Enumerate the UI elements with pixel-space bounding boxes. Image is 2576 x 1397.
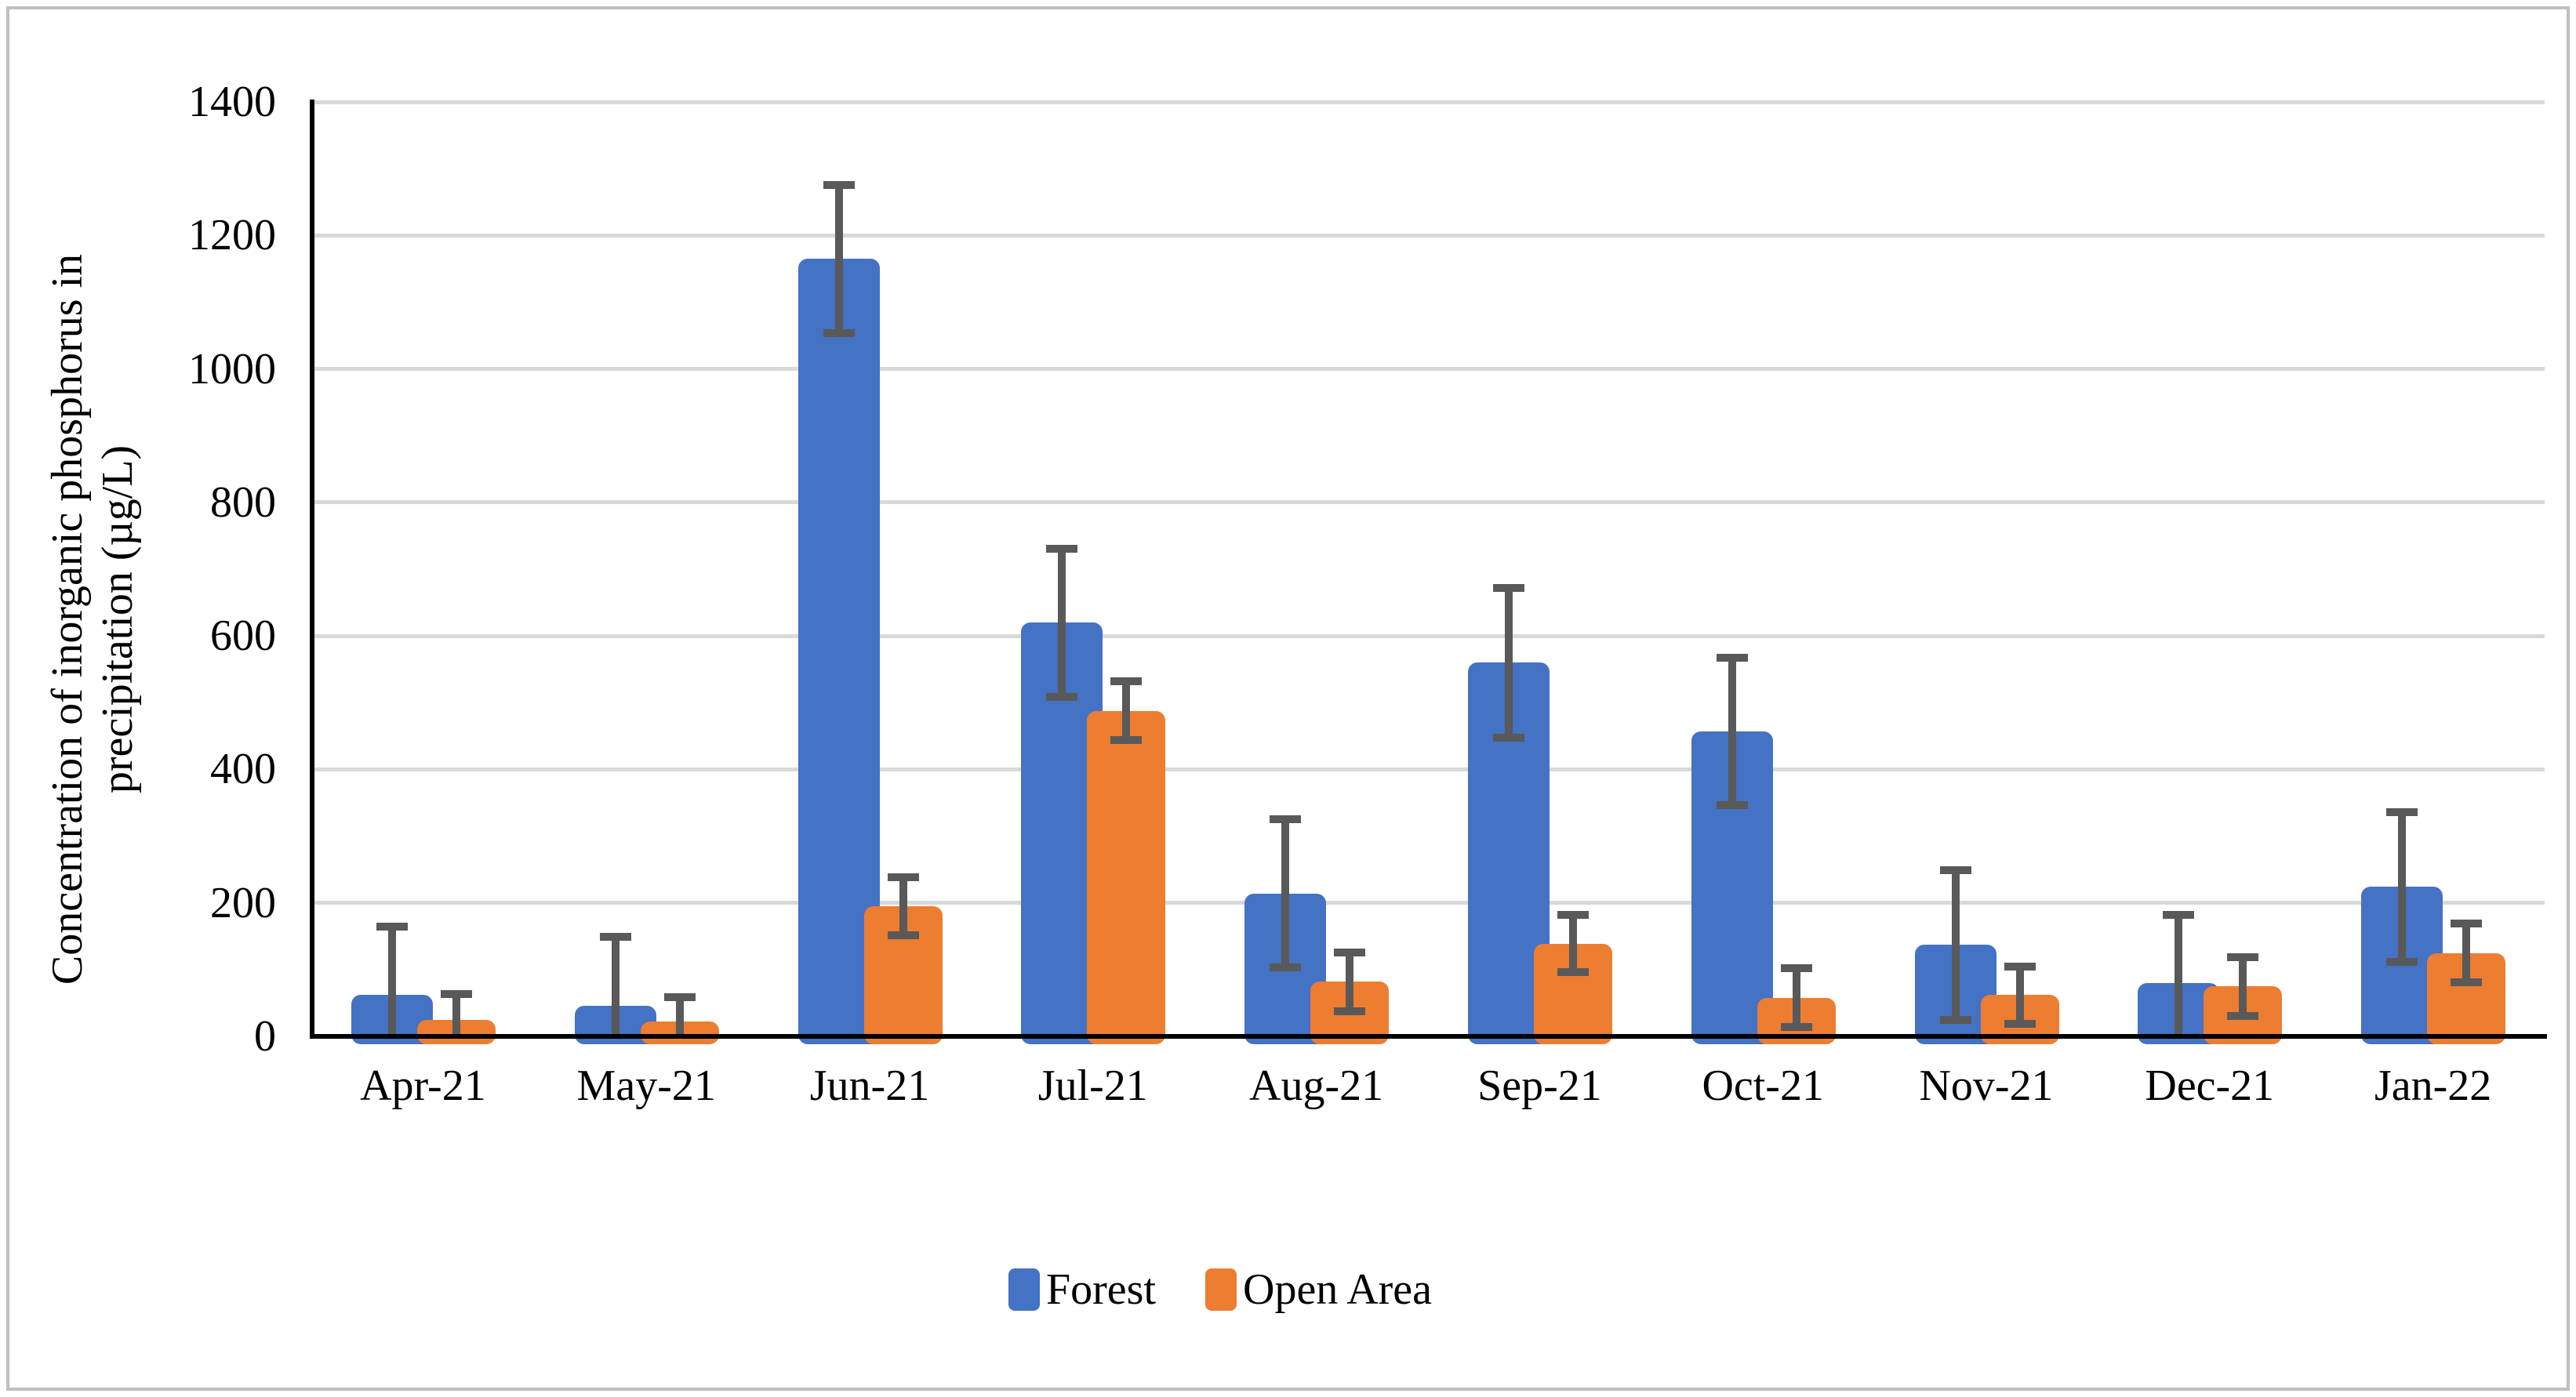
error-bar-line <box>2462 923 2471 983</box>
error-bar-cap-bottom <box>2386 957 2418 966</box>
gridline-600 <box>314 633 2545 638</box>
error-bar-cap-bottom <box>2227 1011 2259 1020</box>
error-bar-cap-bottom <box>1270 963 1302 972</box>
error-bar-line <box>611 937 619 1036</box>
gridline-400 <box>314 767 2545 771</box>
x-axis-line <box>310 1034 2547 1039</box>
error-bar-line <box>388 926 396 1036</box>
x-tick-label-Dec-21: Dec-21 <box>2145 1061 2275 1110</box>
error-bar-cap-top <box>1780 964 1812 973</box>
x-tick-label-Oct-21: Oct-21 <box>1702 1061 1824 1110</box>
x-tick-label-Jul-21: Jul-21 <box>1037 1061 1148 1110</box>
error-bar-line <box>899 876 907 936</box>
error-bar-line <box>1346 952 1354 1011</box>
gridline-1400 <box>314 100 2545 104</box>
x-tick-label-Sep-21: Sep-21 <box>1477 1061 1602 1110</box>
error-bar-cap-bottom <box>2451 978 2483 987</box>
error-bar-cap-bottom <box>1939 1015 1971 1024</box>
y-tick-label-1400: 1400 <box>188 78 276 126</box>
y-tick-label-1000: 1000 <box>188 344 276 394</box>
error-bar-line <box>1505 587 1513 738</box>
x-tick-label-May-21: May-21 <box>576 1061 716 1110</box>
error-bar-cap-bottom <box>1493 733 1524 742</box>
error-bar-cap-top <box>2004 962 2036 971</box>
x-tick-label-Jun-21: Jun-21 <box>809 1061 930 1110</box>
error-bar-cap-top <box>2227 952 2259 961</box>
error-bar-cap-top <box>1716 654 1748 662</box>
error-bar-cap-top <box>2386 807 2418 816</box>
error-bar-cap-top <box>599 933 631 942</box>
x-tick-label-Nov-21: Nov-21 <box>1919 1061 2054 1110</box>
bar-open-area-Jul-21 <box>1087 710 1166 1044</box>
error-bar-cap-bottom <box>823 328 855 337</box>
legend-swatch-forest <box>1008 1268 1040 1311</box>
error-bar-cap-bottom <box>1780 1023 1812 1032</box>
x-tick-label-Apr-21: Apr-21 <box>360 1061 486 1110</box>
y-tick-label-0: 0 <box>254 1012 276 1061</box>
error-bar-cap-top <box>2163 911 2195 920</box>
error-bar-cap-bottom <box>1334 1007 1366 1015</box>
error-bar-cap-top <box>1334 948 1366 956</box>
error-bar-line <box>675 996 684 1036</box>
error-bar-cap-top <box>663 992 696 1001</box>
y-tick-label-600: 600 <box>210 611 276 661</box>
legend-label-open-area: Open Area <box>1243 1265 1433 1314</box>
gridline-1000 <box>314 367 2545 372</box>
error-bar-line <box>2239 956 2247 1016</box>
y-tick-label-200: 200 <box>210 878 276 927</box>
x-tick-label-Jan-22: Jan-22 <box>2374 1061 2492 1110</box>
error-bar-line <box>1792 968 1800 1028</box>
error-bar-cap-top <box>1110 677 1143 686</box>
error-bar-line <box>452 994 460 1036</box>
error-bar-line <box>1122 681 1131 740</box>
error-bar-line <box>2398 811 2407 962</box>
legend-label-forest: Forest <box>1046 1265 1156 1314</box>
error-bar-line <box>1728 658 1736 805</box>
error-bar-cap-bottom <box>1046 692 1078 701</box>
error-bar-cap-bottom <box>2004 1019 2036 1028</box>
error-bar-cap-top <box>441 990 472 999</box>
y-axis-line <box>310 100 314 1039</box>
legend-swatch-open-area <box>1205 1268 1237 1311</box>
error-bar-cap-top <box>376 922 408 931</box>
y-tick-label-800: 800 <box>210 477 276 527</box>
error-bar-line <box>1569 915 1577 973</box>
error-bar-cap-top <box>1557 911 1589 920</box>
error-bar-cap-top <box>1270 815 1302 824</box>
error-bar-line <box>2175 915 2183 1036</box>
error-bar-cap-bottom <box>887 931 919 940</box>
error-bar-cap-top <box>887 873 919 881</box>
error-bar-cap-top <box>1493 583 1524 592</box>
error-bar-line <box>834 184 843 333</box>
gridline-800 <box>314 500 2545 505</box>
gridline-200 <box>314 901 2545 905</box>
error-bar-line <box>2015 966 2024 1024</box>
y-tick-label-1200: 1200 <box>188 211 276 260</box>
x-tick-label-Aug-21: Aug-21 <box>1249 1061 1384 1110</box>
error-bar-cap-top <box>823 180 855 189</box>
error-bar-cap-top <box>1939 865 1971 874</box>
gridline-1200 <box>314 233 2545 238</box>
error-bar-cap-top <box>2451 920 2483 928</box>
error-bar-cap-bottom <box>1557 968 1589 977</box>
error-bar-cap-bottom <box>1716 800 1748 809</box>
error-bar-line <box>1951 869 1960 1020</box>
error-bar-cap-top <box>1046 544 1078 553</box>
error-bar-line <box>1058 548 1066 697</box>
error-bar-line <box>1281 819 1290 968</box>
error-bar-cap-bottom <box>1110 735 1143 744</box>
y-tick-label-400: 400 <box>210 745 276 794</box>
